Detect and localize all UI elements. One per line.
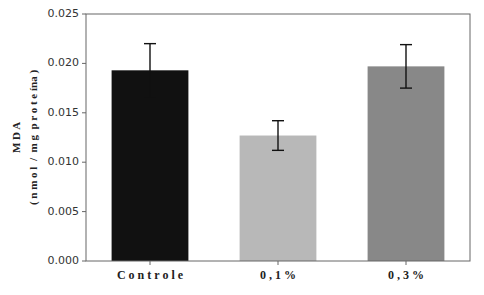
bar [240,136,317,261]
error-bar [144,44,156,97]
chart: 0.000 0.005 0.010 0.015 0.020 0.025 C o n t r … [0,0,484,295]
y-tick [82,14,86,15]
x-tick-label: 0 , 1 % [260,268,296,282]
y-tick [82,261,86,262]
y-tick-label: 0.020 [48,56,80,69]
y-tick-label: 0.010 [48,155,80,168]
error-cap [400,44,412,45]
error-stem [277,121,278,151]
y-tick-label: 0.005 [48,205,80,218]
y-axis-label-line: M D A [10,122,22,153]
x-tick [150,261,151,265]
plot-area [112,44,445,261]
error-stem [405,45,406,88]
y-tick [82,63,86,64]
error-cap [272,150,284,151]
error-cap [400,87,412,88]
y-axis-label-line: ( n m o l / m g p r o t e ína ) [27,70,40,205]
bar [368,66,445,261]
x-tick [278,261,279,265]
y-tick [82,112,86,113]
plot-frame [86,14,470,261]
bar [112,70,189,261]
y-tick [82,211,86,212]
x-tick-label: 0 , 3 % [388,268,424,282]
y-tick-label: 0.000 [48,254,80,267]
error-bar [272,121,284,151]
y-axis-label: M D A ( n m o l / m g p r o t e ína ) [10,70,40,205]
error-cap [144,96,156,97]
error-cap [144,43,156,44]
x-tick [406,261,407,265]
y-tick-label: 0.025 [48,7,80,20]
error-stem [149,44,150,97]
error-bar [400,45,412,88]
x-tick-label: C o n t r o l e [117,268,184,282]
y-tick [82,162,86,163]
y-tick-label: 0.015 [48,106,80,119]
error-cap [272,120,284,121]
